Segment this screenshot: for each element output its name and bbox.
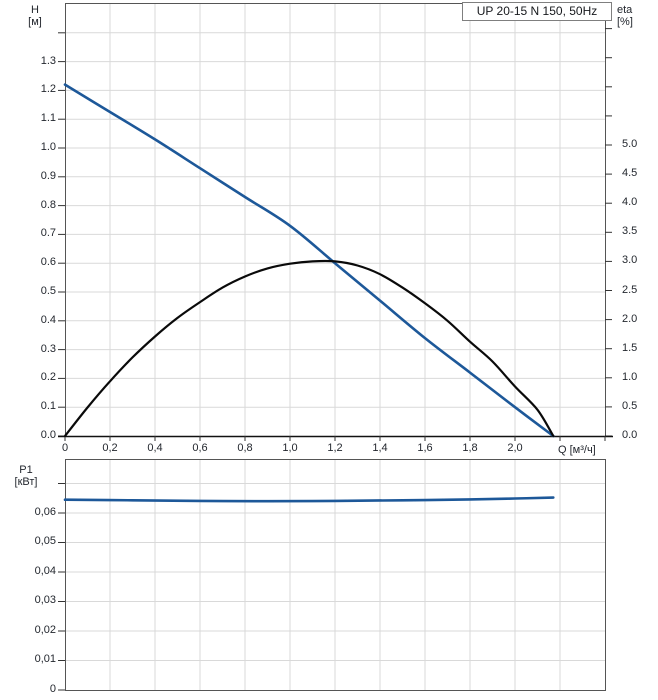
h-tick-label: 0.9 bbox=[40, 169, 56, 182]
h-tick-label: 0.7 bbox=[40, 227, 56, 240]
h-tick-label: 0.1 bbox=[40, 400, 56, 413]
efficiency-curve-eta bbox=[63, 259, 555, 438]
power-axis-unit: [кВт] bbox=[14, 476, 38, 488]
eta-axis-symbol: eta bbox=[617, 4, 633, 16]
h-tick-label: 1.1 bbox=[40, 112, 56, 125]
q-tick-label: 0,2 bbox=[102, 442, 118, 454]
h-tick-label: 0.5 bbox=[40, 285, 56, 297]
eta-tick-label: 4.0 bbox=[622, 196, 638, 209]
q-tick-label: 0 bbox=[61, 442, 69, 454]
q-tick-label: 2,0 bbox=[507, 442, 523, 454]
eta-tick-label: 5.0 bbox=[622, 138, 638, 150]
eta-tick-label: 1.0 bbox=[622, 370, 638, 383]
eta-tick-label: 2.5 bbox=[622, 283, 638, 296]
q-tick-label: 0,8 bbox=[237, 442, 253, 454]
p1-tick-label: 0 bbox=[49, 683, 56, 695]
p1-tick-label: 0,02 bbox=[34, 623, 56, 636]
q-tick-label: 1,8 bbox=[462, 442, 478, 454]
eta-tick-label: 3.5 bbox=[622, 225, 638, 238]
q-tick-label: 1,4 bbox=[372, 442, 388, 454]
eta-tick-label: 2.0 bbox=[622, 312, 638, 325]
head-axis-symbol: H bbox=[31, 4, 39, 16]
h-tick-label: 1.3 bbox=[40, 54, 56, 67]
p1-tick-label: 0,01 bbox=[34, 653, 56, 666]
p1-tick-label: 0,03 bbox=[34, 594, 56, 607]
h-tick-label: 1.0 bbox=[40, 141, 56, 153]
eta-tick-label: 4.5 bbox=[622, 167, 638, 180]
q-tick-label: 0,6 bbox=[192, 442, 208, 454]
q-tick-label: 1,0 bbox=[282, 442, 298, 454]
head-curve-H bbox=[63, 83, 555, 438]
q-tick-label: 1,6 bbox=[417, 442, 433, 454]
eta-axis-unit-label: eta [%] bbox=[617, 4, 633, 28]
eta-tick-label: 3.0 bbox=[622, 254, 638, 267]
power-curve-P1 bbox=[63, 496, 555, 503]
h-tick-label: 0.6 bbox=[40, 256, 56, 269]
flow-axis-unit-label: Q [м³/ч] bbox=[558, 444, 596, 456]
h-tick-label: 1.2 bbox=[40, 83, 56, 96]
power-axis-unit-label: P1 [кВт] bbox=[8, 464, 44, 488]
h-tick-label: 0.4 bbox=[40, 313, 56, 326]
q-tick-label: 1,2 bbox=[327, 442, 343, 454]
q-tick-label: 0,4 bbox=[147, 442, 163, 454]
p1-tick-label: 0,05 bbox=[34, 535, 56, 548]
eta-tick-label: 1.5 bbox=[622, 341, 638, 354]
eta-tick-label: 0.0 bbox=[622, 429, 638, 441]
head-axis-unit: [м] bbox=[28, 16, 42, 28]
p1-tick-label: 0,04 bbox=[34, 564, 56, 577]
eta-axis-unit: [%] bbox=[617, 16, 633, 28]
h-tick-label: 0.8 bbox=[40, 198, 56, 211]
head-axis-unit-label: H [м] bbox=[18, 4, 52, 28]
power-axis-symbol: P1 bbox=[19, 464, 33, 476]
h-tick-label: 0.3 bbox=[40, 342, 56, 355]
eta-tick-label: 0.5 bbox=[622, 399, 638, 412]
pump-model-title: UP 20-15 N 150, 50Hz bbox=[462, 2, 612, 21]
p1-tick-label: 0,06 bbox=[34, 505, 56, 518]
h-tick-label: 0.0 bbox=[40, 429, 56, 441]
h-tick-label: 0.2 bbox=[40, 371, 56, 384]
